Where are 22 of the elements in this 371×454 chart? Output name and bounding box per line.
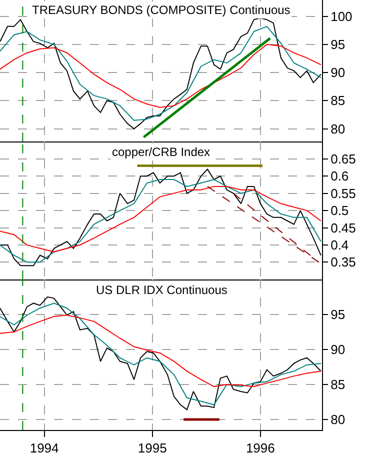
y-tick-label: 90 [330,342,346,357]
y-tick-label: 0.65 [330,151,356,166]
x-tick-label: 1994 [30,440,59,454]
y-tick-label: 90 [330,65,346,80]
y-tick-label: 0.35 [330,254,356,270]
chart-title: US DLR IDX Continuous [96,283,228,297]
y-tick-label: 85 [330,377,346,392]
chart-title: TREASURY BONDS (COMPOSITE) Continuous [32,3,290,17]
y-tick-label: 0.5 [330,203,349,218]
y-tick-label: 95 [330,36,346,52]
y-tick-label: 95 [330,306,346,322]
y-tick-label: 80 [330,121,346,136]
y-tick-label: 100 [330,8,352,24]
y-tick-label: 0.4 [330,238,349,253]
y-tick-label: 0.6 [330,168,349,184]
y-tick-label: 0.45 [330,220,356,236]
chart-title: copper/CRB Index [112,145,210,159]
x-tick-label: 1995 [138,440,167,454]
y-tick-label: 85 [330,93,346,108]
y-tick-label: 80 [330,412,346,428]
x-tick-label: 1996 [246,440,275,454]
y-tick-label: 0.55 [330,186,356,201]
